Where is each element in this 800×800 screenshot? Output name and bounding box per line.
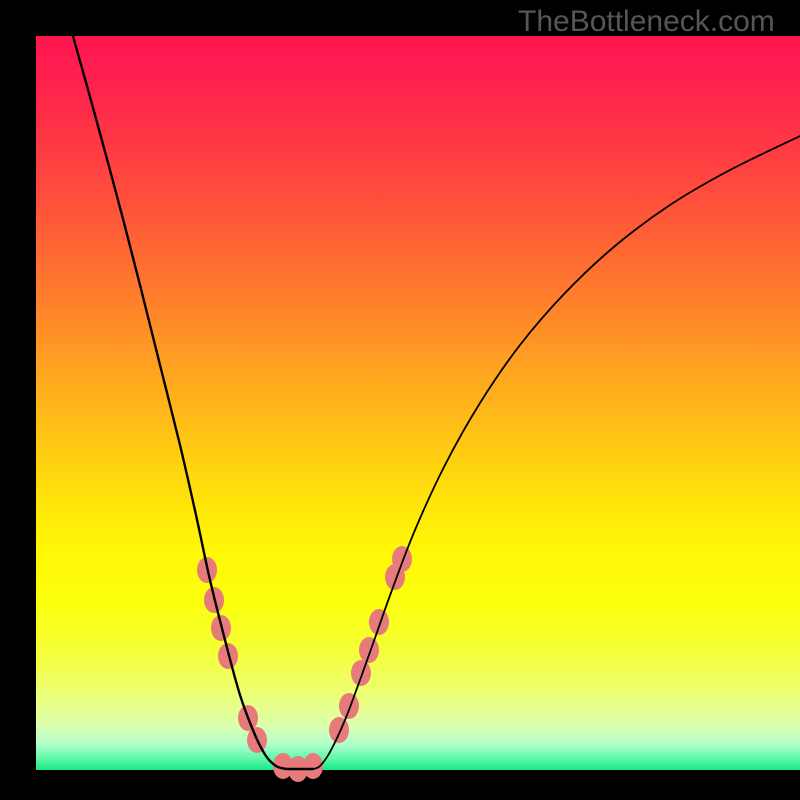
watermark-text: TheBottleneck.com	[518, 5, 775, 39]
chart-frame: TheBottleneck.com	[0, 0, 800, 800]
gradient-plot-area	[36, 36, 800, 770]
